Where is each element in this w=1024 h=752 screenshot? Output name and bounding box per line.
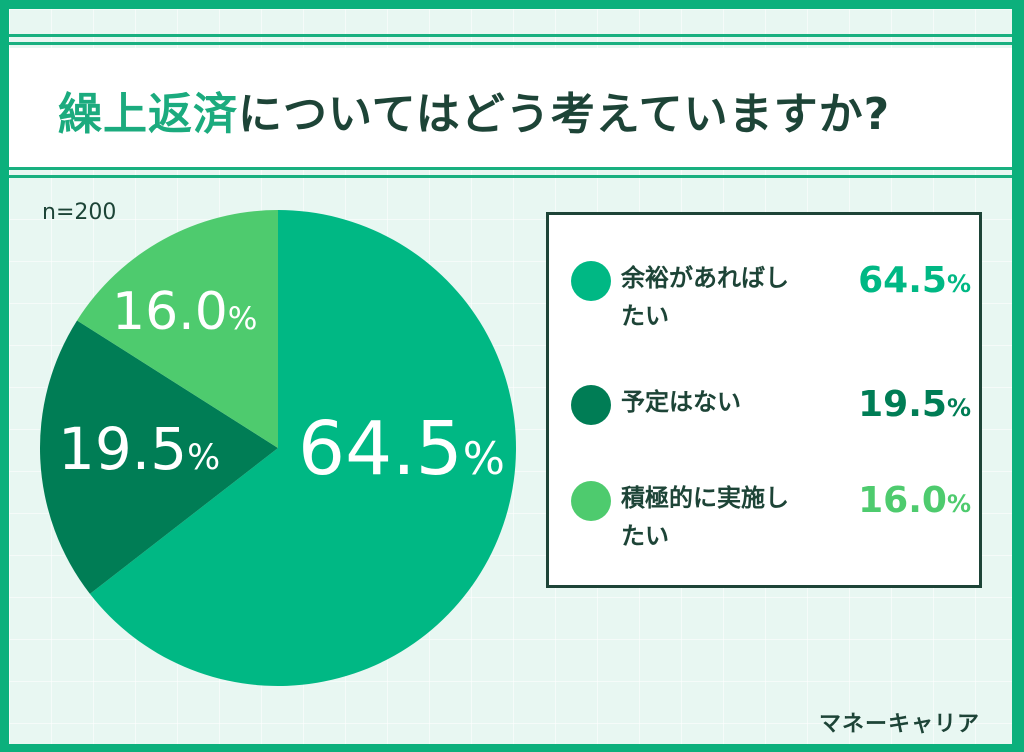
- pie-label-2: 19.5%: [58, 415, 221, 483]
- sample-size: n=200: [42, 200, 117, 225]
- legend-value: 64.5%: [858, 260, 971, 301]
- legend-label: 余裕があればしたい: [621, 264, 789, 330]
- legend-value: 19.5%: [858, 384, 971, 425]
- divider: [9, 167, 1012, 170]
- pie-slice-3: [77, 210, 278, 448]
- pie-slice-1: [89, 210, 516, 686]
- title-accent: 繰上返済: [58, 89, 238, 140]
- legend: 余裕があればしたい 64.5% 予定はない 19.5% 積極的に実施したい 16…: [546, 212, 982, 588]
- brand-logo: マネーキャリア: [818, 712, 980, 737]
- divider: [9, 175, 1012, 178]
- legend-label: 予定はない: [621, 388, 741, 416]
- divider: [9, 42, 1012, 45]
- legend-value: 16.0%: [858, 480, 971, 521]
- legend-dot-icon: [571, 385, 611, 425]
- pie-slice-2: [39, 320, 278, 594]
- pie-label-3: 16.0%: [112, 282, 258, 342]
- page-title: 繰上返済についてはどう考えていますか?: [58, 78, 890, 142]
- title-rest: についてはどう考えていますか?: [238, 89, 891, 140]
- legend-label: 積極的に実施したい: [621, 484, 789, 550]
- legend-dot-icon: [571, 261, 611, 301]
- pie-label-1: 64.5%: [298, 406, 505, 492]
- legend-dot-icon: [571, 481, 611, 521]
- divider: [9, 34, 1012, 37]
- title-box: [9, 48, 1012, 167]
